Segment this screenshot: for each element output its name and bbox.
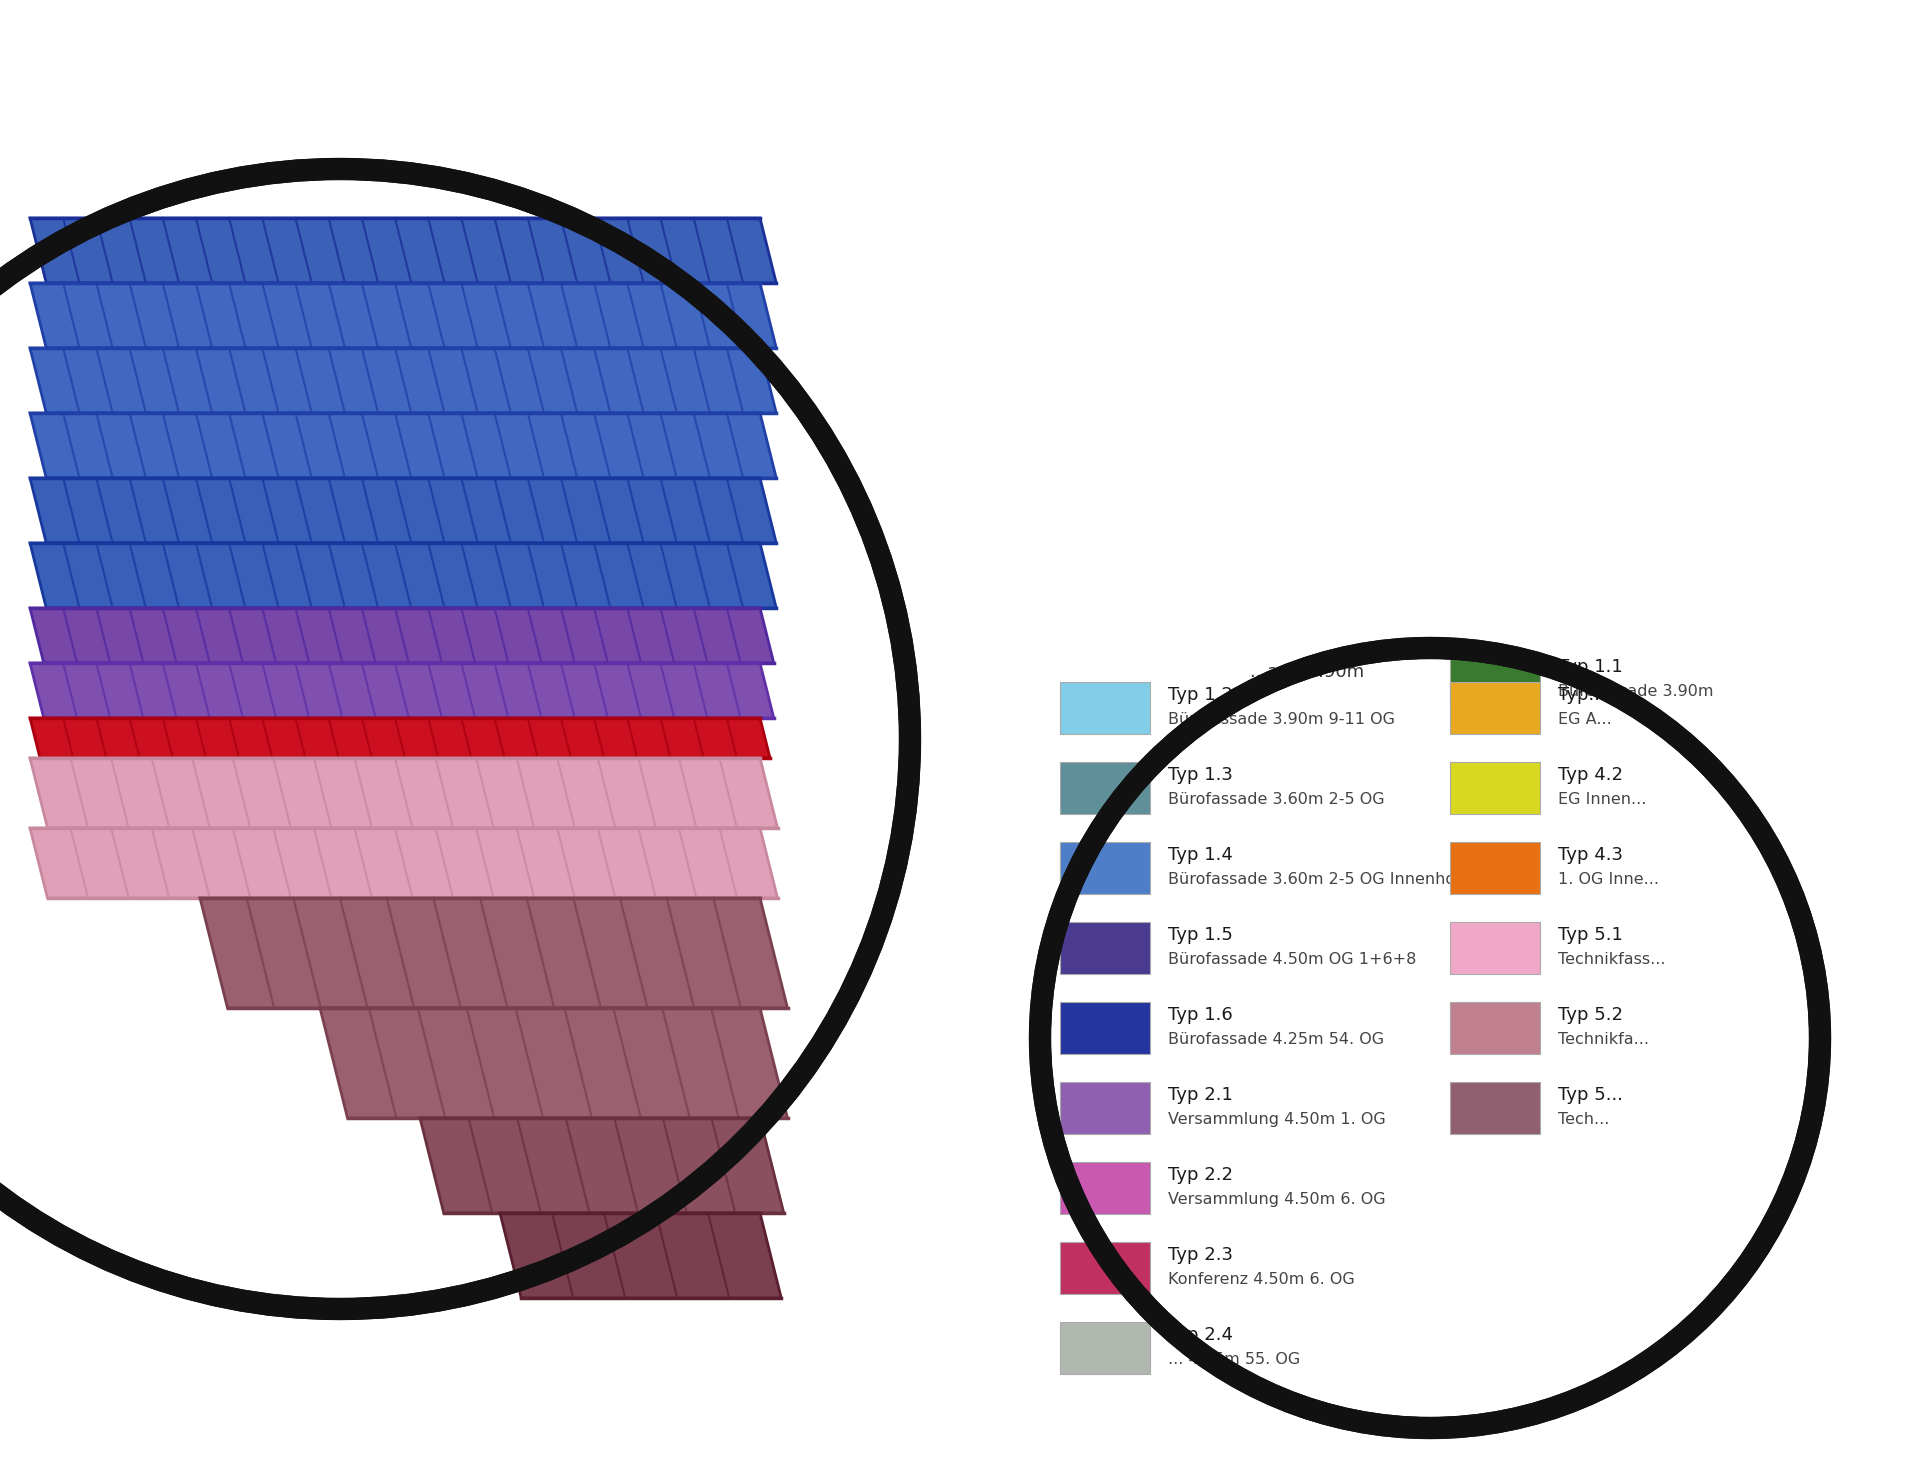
Polygon shape	[31, 758, 778, 828]
Polygon shape	[31, 477, 776, 542]
Text: Technikfass...: Technikfass...	[1557, 952, 1665, 967]
Bar	[1060, 681, 1150, 735]
Text: ... 4.15m 55. OG: ... 4.15m 55. OG	[1167, 1352, 1300, 1367]
Text: Typ...: Typ...	[1557, 686, 1605, 704]
Text: 1. OG Inne...: 1. OG Inne...	[1557, 872, 1659, 887]
Text: Typ 2.3: Typ 2.3	[1167, 1246, 1233, 1264]
Polygon shape	[31, 828, 778, 899]
Bar	[1450, 1002, 1540, 1054]
Text: Bürofassade 3.90m: Bürofassade 3.90m	[1557, 684, 1713, 699]
Bar	[1450, 653, 1540, 706]
Polygon shape	[31, 347, 776, 412]
Text: Tech...: Tech...	[1557, 1111, 1609, 1128]
Bar	[1060, 842, 1150, 894]
Bar	[1450, 1082, 1540, 1134]
Bar	[1060, 1321, 1150, 1375]
Text: Versammlung 4.50m 6. OG: Versammlung 4.50m 6. OG	[1167, 1191, 1386, 1208]
Text: Bürofassade 3.60m 2-5 OG Innenhof: Bürofassade 3.60m 2-5 OG Innenhof	[1167, 872, 1461, 887]
Text: ...ade 3.90m: ...ade 3.90m	[1250, 664, 1363, 681]
Polygon shape	[31, 607, 774, 664]
Bar	[1060, 1002, 1150, 1054]
Text: Typ 1.5: Typ 1.5	[1167, 927, 1233, 944]
Polygon shape	[499, 1213, 781, 1298]
Polygon shape	[200, 899, 787, 1008]
Bar	[1060, 1162, 1150, 1213]
Bar	[1060, 922, 1150, 974]
Bar	[1450, 681, 1540, 735]
Text: EG A...: EG A...	[1557, 712, 1611, 727]
Bar	[1450, 763, 1540, 814]
Text: Typ 1.6: Typ 1.6	[1167, 1007, 1233, 1024]
Text: Bürofassade 3.90m 9-11 OG: Bürofassade 3.90m 9-11 OG	[1167, 712, 1396, 727]
Circle shape	[1041, 647, 1820, 1428]
Text: EG Innen...: EG Innen...	[1557, 792, 1645, 807]
Circle shape	[1041, 647, 1820, 1428]
Text: Typ 5.1: Typ 5.1	[1557, 927, 1622, 944]
Bar	[1450, 922, 1540, 974]
Text: Konferenz 4.50m 6. OG: Konferenz 4.50m 6. OG	[1167, 1273, 1356, 1287]
Polygon shape	[31, 718, 770, 758]
Polygon shape	[420, 1117, 783, 1213]
Polygon shape	[31, 217, 776, 282]
Polygon shape	[321, 1008, 787, 1117]
Text: Typ 1.1: Typ 1.1	[1557, 658, 1622, 675]
Text: Bürofassade 4.25m 54. OG: Bürofassade 4.25m 54. OG	[1167, 1032, 1384, 1046]
Text: Typ 1.2: Typ 1.2	[1167, 686, 1233, 704]
Text: Typ 2.1: Typ 2.1	[1167, 1086, 1233, 1104]
Text: Typ 4.2: Typ 4.2	[1557, 766, 1622, 783]
Circle shape	[0, 168, 910, 1310]
Text: Typ 5...: Typ 5...	[1557, 1086, 1622, 1104]
Bar	[1450, 842, 1540, 894]
Text: Typ 1.4: Typ 1.4	[1167, 845, 1233, 865]
Text: Bürofassade 4.50m OG 1+6+8: Bürofassade 4.50m OG 1+6+8	[1167, 952, 1417, 967]
Polygon shape	[31, 282, 776, 347]
Bar	[1060, 1242, 1150, 1295]
Text: Typ 4.3: Typ 4.3	[1557, 845, 1622, 865]
Polygon shape	[31, 542, 776, 607]
Text: Typ 5.2: Typ 5.2	[1557, 1007, 1622, 1024]
Text: Typ 2.4: Typ 2.4	[1167, 1326, 1233, 1344]
Text: Typ 1.3: Typ 1.3	[1167, 766, 1233, 783]
Bar	[1060, 763, 1150, 814]
Polygon shape	[31, 664, 774, 718]
Text: Technikfa...: Technikfa...	[1557, 1032, 1649, 1046]
Polygon shape	[31, 412, 776, 477]
Text: Versammlung 4.50m 1. OG: Versammlung 4.50m 1. OG	[1167, 1111, 1386, 1128]
Bar	[1060, 1082, 1150, 1134]
Text: Typ 2.2: Typ 2.2	[1167, 1166, 1233, 1184]
Text: Bürofassade 3.60m 2-5 OG: Bürofassade 3.60m 2-5 OG	[1167, 792, 1384, 807]
